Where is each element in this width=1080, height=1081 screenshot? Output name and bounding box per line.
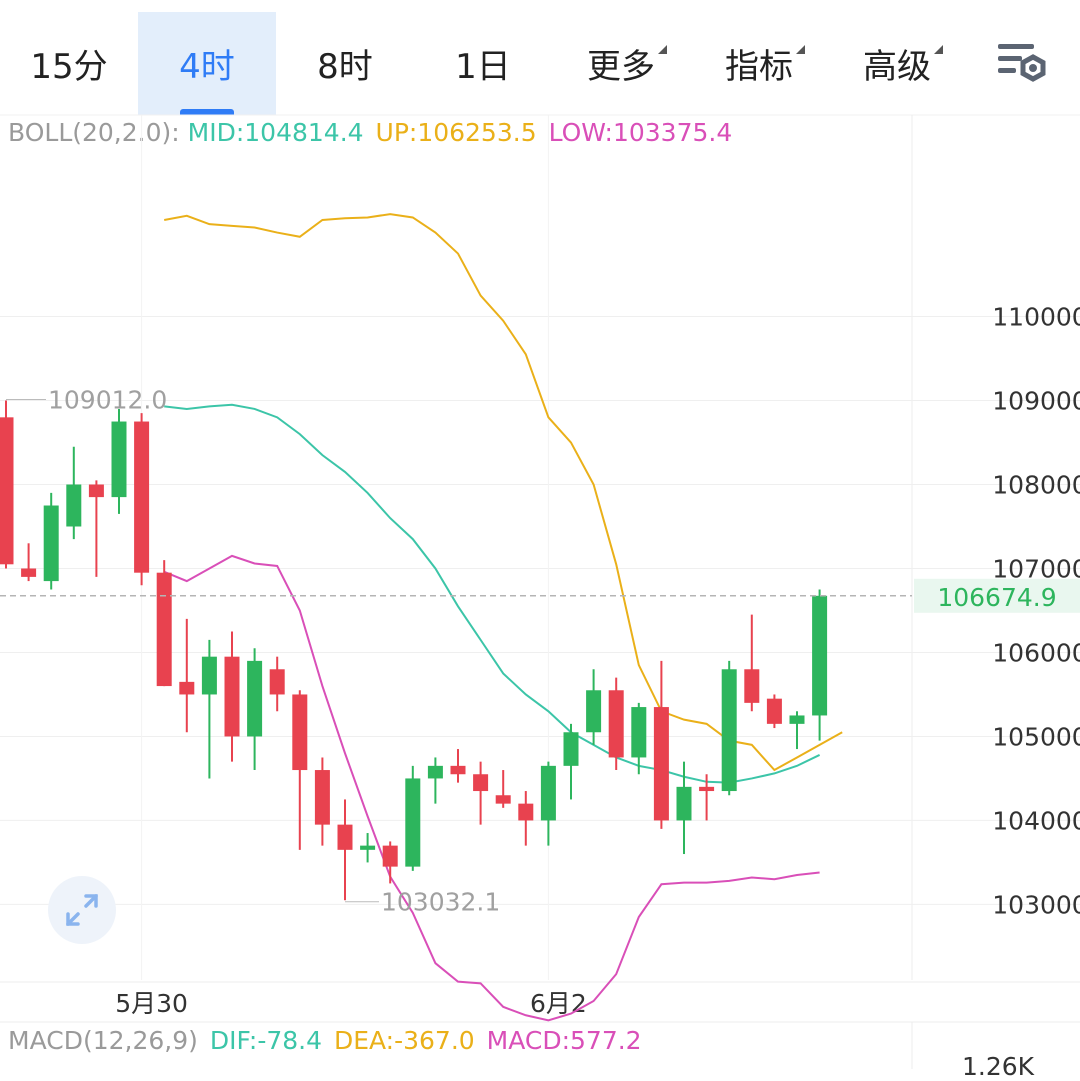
macd-dif-value: DIF:-78.4 xyxy=(209,1026,322,1055)
candle-body xyxy=(721,669,737,792)
dropdown-caret-icon xyxy=(796,45,805,54)
tab-1d[interactable]: 1日 xyxy=(414,12,552,115)
boll-mid-value: MID:104814.4 xyxy=(187,118,364,147)
boll-mid-line xyxy=(164,403,821,784)
candle-body xyxy=(269,669,285,695)
last-price-tag xyxy=(914,578,1080,613)
candle-body xyxy=(314,770,330,825)
candle-body xyxy=(789,715,805,724)
candle-body xyxy=(676,786,692,821)
tab-indicators[interactable]: 指标 xyxy=(690,12,828,115)
candle-body xyxy=(88,484,104,498)
last-price-label: 106674.9 xyxy=(937,583,1056,612)
candle-body xyxy=(608,690,624,758)
candle-body xyxy=(360,845,376,850)
active-tab-indicator xyxy=(180,109,234,115)
timeframe-tab-bar: 15分 4时 8时 1日 更多 指标 高级 xyxy=(0,0,1080,115)
candle-body xyxy=(744,669,760,703)
tab-more[interactable]: 更多 xyxy=(552,12,690,115)
y-tick-label: 109000 xyxy=(992,387,1080,416)
candle-body xyxy=(43,505,59,582)
boll-name: BOLL(20,2.0): xyxy=(8,118,180,147)
candle-body xyxy=(337,824,353,850)
tab-label-wrap: 高级 xyxy=(863,39,943,88)
x-tick-label: 6月2 xyxy=(530,989,587,1018)
y-tick-label: 108000 xyxy=(992,471,1080,500)
macd-axis-label: 1.26K xyxy=(962,1052,1035,1081)
candle-body xyxy=(247,660,263,737)
candle-body xyxy=(653,707,669,821)
tab-advanced[interactable]: 高级 xyxy=(828,12,966,115)
candle-body xyxy=(450,765,466,775)
candle-body xyxy=(382,845,398,867)
boll-legend: BOLL(20,2.0): MID:104814.4 UP:106253.5 L… xyxy=(8,118,732,147)
dropdown-caret-icon xyxy=(934,45,943,54)
candle-body xyxy=(134,421,150,573)
candle-body xyxy=(224,656,240,737)
candle-body xyxy=(179,681,195,695)
tab-label: 1日 xyxy=(455,47,511,87)
tab-15m[interactable]: 15分 xyxy=(0,12,138,115)
macd-legend: MACD(12,26,9) DIF:-78.4 DEA:-367.0 MACD:… xyxy=(8,1026,642,1055)
macd-dea-value: DEA:-367.0 xyxy=(333,1026,475,1055)
y-tick-label: 104000 xyxy=(992,806,1080,835)
min-price-marker-label: 103032.1 xyxy=(381,888,500,917)
y-tick-label: 103000 xyxy=(992,890,1080,919)
candle-body xyxy=(0,417,14,565)
boll-up-value: UP:106253.5 xyxy=(375,118,537,147)
candle-body xyxy=(518,803,534,821)
tab-label: 指标 xyxy=(725,47,793,87)
candle-body xyxy=(766,698,782,724)
chart-settings-icon[interactable] xyxy=(996,40,1048,90)
max-price-marker-label: 109012.0 xyxy=(48,386,167,415)
candle-body xyxy=(201,656,217,695)
expand-arrows-icon xyxy=(66,894,98,926)
tab-label: 15分 xyxy=(30,47,108,87)
tab-label: 8时 xyxy=(317,47,373,87)
macd-histogram-value: MACD:577.2 xyxy=(486,1026,642,1055)
boll-low-value: LOW:103375.4 xyxy=(548,118,733,147)
boll-upper-line xyxy=(164,213,843,772)
candle-body xyxy=(495,795,511,804)
tab-label: 高级 xyxy=(863,47,931,87)
candle-body xyxy=(427,765,443,779)
tab-4h[interactable]: 4时 xyxy=(138,12,276,115)
y-tick-label: 107000 xyxy=(992,554,1080,583)
candle-body xyxy=(111,421,127,498)
tab-label: 更多 xyxy=(587,47,655,87)
candle-body xyxy=(586,690,602,733)
candle-body xyxy=(292,694,308,771)
candle-body xyxy=(699,786,715,792)
candle-body xyxy=(156,572,172,687)
macd-name: MACD(12,26,9) xyxy=(8,1026,198,1055)
y-tick-label: 105000 xyxy=(992,722,1080,751)
candle-body xyxy=(21,568,37,577)
candle-body xyxy=(540,765,556,821)
candle-body xyxy=(812,595,828,716)
tab-label-wrap: 指标 xyxy=(725,39,805,88)
tab-label: 4时 xyxy=(179,47,235,87)
dropdown-caret-icon xyxy=(658,45,667,54)
candle-body xyxy=(631,707,647,758)
candle-body xyxy=(473,774,489,792)
tab-label-wrap: 更多 xyxy=(587,39,667,88)
candle-body xyxy=(563,732,579,766)
candle-body xyxy=(66,484,82,527)
expand-chart-button[interactable] xyxy=(48,876,116,944)
boll-lower-line xyxy=(163,554,820,1022)
y-tick-label: 110000 xyxy=(992,303,1080,332)
tab-8h[interactable]: 8时 xyxy=(276,12,414,115)
candle-body xyxy=(405,778,421,867)
x-tick-label: 5月30 xyxy=(115,989,188,1018)
y-tick-label: 106000 xyxy=(992,638,1080,667)
